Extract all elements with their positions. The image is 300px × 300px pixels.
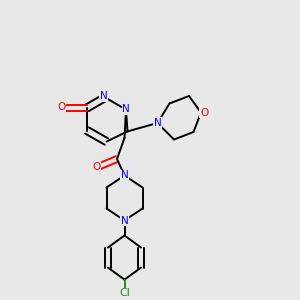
Text: O: O (200, 107, 208, 118)
Text: N: N (122, 104, 130, 115)
Text: O: O (57, 102, 66, 112)
Text: N: N (100, 91, 107, 101)
Text: O: O (92, 161, 101, 172)
Text: Cl: Cl (119, 288, 130, 298)
Text: N: N (121, 170, 128, 181)
Text: N: N (121, 215, 128, 226)
Text: N: N (154, 118, 161, 128)
